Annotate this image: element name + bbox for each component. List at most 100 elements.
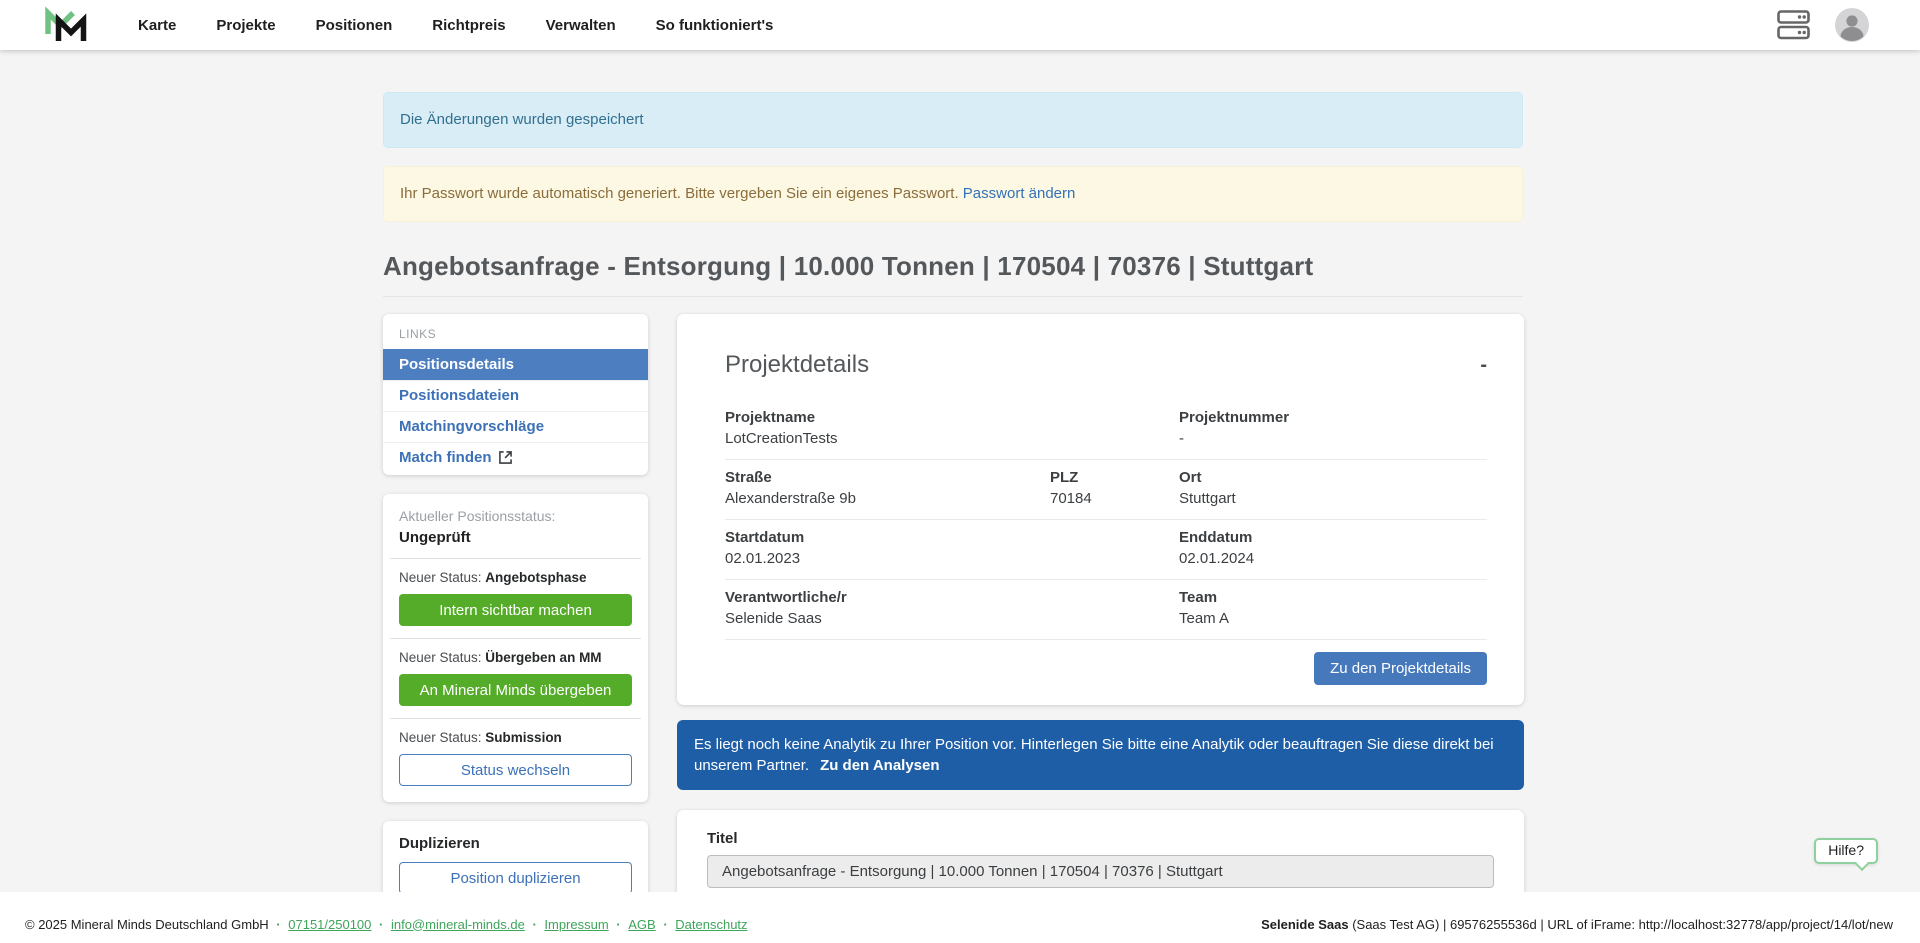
separator: · [528,916,541,932]
separator: · [659,916,672,932]
divider [390,558,641,559]
nav-item-karte[interactable]: Karte [138,16,177,34]
nav-item-richtpreis[interactable]: Richtpreis [432,16,506,34]
title-field-label: Titel [707,830,738,847]
field-label: Straße [725,469,772,486]
footer-session-details: (Saas Test AG) | 69576255536d | URL of i… [1348,916,1893,932]
project-details-card: Projektdetails - Projektname LotCreationT… [677,314,1524,705]
new-status-name: Submission [485,730,562,745]
nav-item-positionen[interactable]: Positionen [315,16,393,34]
field-value: 70184 [1050,490,1092,507]
new-status-prefix: Neuer Status: [399,650,486,665]
server-icon[interactable] [1777,10,1810,40]
field-label: Team [1179,589,1218,606]
success-alert-text: Die Änderungen wurden gespeichert [400,111,644,128]
new-status-name: Angebotsphase [485,570,587,585]
field-label: Projektnummer [1179,409,1290,426]
nav-item-so-funktionierts[interactable]: So funktioniert's [655,16,774,34]
field-label: Ort [1179,469,1202,486]
sidebar-item-label: Positionsdateien [399,387,520,404]
new-status-name: Übergeben an MM [485,650,602,665]
title-form-card: Titel Erhält den von uns vorgegebenen Ti… [677,810,1524,892]
make-visible-internally-button[interactable]: Intern sichtbar machen [399,594,632,626]
field-label: Startdatum [725,529,805,546]
user-avatar-icon[interactable] [1835,8,1869,42]
page-footer: © 2025 Mineral Minds Deutschland GmbH · … [0,892,1920,943]
new-status-line: Neuer Status: Übergeben an MM [399,650,632,665]
field-label: Verantwortliche/r [725,589,847,606]
nav-item-projekte[interactable]: Projekte [216,16,276,34]
duplicate-heading: Duplizieren [399,835,480,852]
nav-item-verwalten[interactable]: Verwalten [545,16,616,34]
separator: · [272,916,285,932]
project-detail-row: Startdatum 02.01.2023 Enddatum 02.01.2024 [725,520,1487,580]
field-value: Stuttgart [1179,490,1236,507]
external-link-icon [498,450,512,464]
field-label: Enddatum [1179,529,1253,546]
sidebar-item-label: Positionsdetails [399,356,515,373]
project-detail-row: Verantwortliche/r Selenide Saas Team Team … [725,580,1487,640]
sidebar-item-positionsdetails[interactable]: Positionsdetails [383,349,648,380]
warning-alert-text: Ihr Passwort wurde automatisch generiert… [400,185,963,202]
main-content: Projektdetails - Projektname LotCreationT… [677,314,1524,892]
go-to-analyses-link[interactable]: Zu den Analysen [820,757,940,774]
project-details-heading: Projektdetails [725,351,870,378]
top-navbar: Karte Projekte Positionen Richtpreis Ver… [0,0,1920,50]
new-status-prefix: Neuer Status: [399,570,486,585]
new-status-line: Neuer Status: Angebotsphase [399,570,632,585]
navbar-actions [1777,0,1869,50]
sidebar-item-label: Matchingvorschläge [399,418,545,435]
footer-datenschutz-link[interactable]: Datenschutz [675,916,748,932]
project-detail-row: Projektname LotCreationTests Projektnumme… [725,400,1487,460]
change-status-button[interactable]: Status wechseln [399,754,632,786]
go-to-project-details-button[interactable]: Zu den Projektdetails [1314,652,1487,685]
sidebar: LINKS Positionsdetails Positionsdateien … [383,314,648,892]
field-value: Alexanderstraße 9b [725,490,856,507]
sidebar-item-matchingvorschlaege[interactable]: Matchingvorschläge [383,411,648,442]
copyright-text: © 2025 Mineral Minds Deutschland GmbH [25,916,269,932]
new-status-line: Neuer Status: Submission [399,730,632,745]
main-nav: Karte Projekte Positionen Richtpreis Ver… [138,17,773,34]
new-status-prefix: Neuer Status: [399,730,486,745]
links-card-header: LINKS [399,327,437,341]
sidebar-item-label: Match finden [399,449,492,466]
help-button-label: Hilfe? [1828,842,1864,858]
links-card: LINKS Positionsdetails Positionsdateien … [383,314,648,475]
separator: · [612,916,625,932]
help-button[interactable]: Hilfe? [1814,838,1878,872]
footer-left: © 2025 Mineral Minds Deutschland GmbH · … [25,917,748,932]
sidebar-item-match-finden[interactable]: Match finden [383,442,648,473]
handover-to-mineral-minds-button[interactable]: An Mineral Minds übergeben [399,674,632,706]
project-detail-row: Straße Alexanderstraße 9b PLZ 70184 Ort Stu… [725,460,1487,520]
collapse-card-button[interactable]: - [1480,354,1487,376]
current-status-label: Aktueller Positionsstatus: [399,508,556,524]
status-card: Aktueller Positionsstatus: Ungeprüft Neu… [383,494,648,802]
divider [390,718,641,719]
footer-session-info: Selenide Saas (Saas Test AG) | 695762555… [1261,917,1893,932]
change-password-link[interactable]: Passwort ändern [962,185,1076,202]
field-value: - [1179,430,1184,447]
sidebar-item-positionsdateien[interactable]: Positionsdateien [383,380,648,411]
footer-agb-link[interactable]: AGB [628,916,656,932]
separator: · [375,916,387,932]
current-status-value: Ungeprüft [399,529,471,546]
field-value: LotCreationTests [725,430,838,447]
app-iframe-viewport: Die Änderungen wurden gespeichert Ihr Pa… [0,50,1920,892]
mineral-minds-logo-icon[interactable] [44,5,88,45]
footer-impressum-link[interactable]: Impressum [544,916,609,932]
field-label: PLZ [1050,469,1079,486]
title-input[interactable] [707,855,1494,888]
page-title: Angebotsanfrage - Entsorgung | 10.000 To… [383,251,1523,297]
field-label: Projektname [725,409,816,426]
duplicate-card: Duplizieren Position duplizieren [383,821,648,892]
field-value: Team A [1179,610,1230,627]
password-warning-alert: Ihr Passwort wurde automatisch generiert… [383,166,1523,222]
field-value: 02.01.2023 [725,550,801,567]
duplicate-position-button[interactable]: Position duplizieren [399,862,632,892]
footer-user-name: Selenide Saas [1261,916,1349,932]
footer-email-link[interactable]: info@mineral-minds.de [390,916,525,932]
divider [390,638,641,639]
field-value: 02.01.2024 [1179,550,1255,567]
footer-phone-link[interactable]: 07151/250100 [288,916,372,932]
analytics-banner: Es liegt noch keine Analytik zu Ihrer Po… [677,720,1524,790]
